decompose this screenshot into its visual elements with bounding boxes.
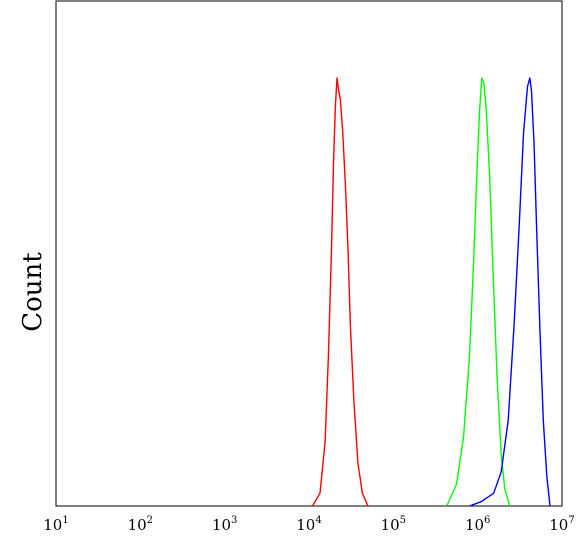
x-tick-label-6: 106 (465, 515, 490, 534)
series-layer (311, 77, 551, 507)
x-tick-exponent: 7 (568, 515, 574, 526)
x-tick-base: 10 (465, 516, 484, 534)
x-tick-exponent: 3 (231, 515, 237, 526)
series-line-1 (311, 77, 369, 507)
x-tick-exponent: 5 (400, 515, 406, 526)
x-tick-label-3: 103 (212, 515, 237, 534)
x-tick-label-5: 105 (381, 515, 406, 534)
x-tick-exponent: 6 (484, 515, 490, 526)
x-tick-base: 10 (296, 516, 315, 534)
x-tick-label-2: 102 (128, 515, 153, 534)
x-tick-base: 10 (549, 516, 568, 534)
x-tick-exponent: 2 (147, 515, 153, 526)
x-tick-exponent: 1 (62, 515, 68, 526)
x-tick-label-1: 101 (43, 515, 68, 534)
plot-area-frame (55, 0, 563, 507)
x-tick-exponent: 4 (315, 515, 321, 526)
x-tick-base: 10 (43, 516, 62, 534)
x-tick-label-7: 107 (549, 515, 574, 534)
x-tick-base: 10 (381, 516, 400, 534)
x-tick-label-4: 104 (296, 515, 321, 534)
series-line-2 (446, 77, 511, 507)
x-axis-ticks: 101 102 103 104 105 106 107 (43, 515, 574, 534)
x-tick-base: 10 (128, 516, 147, 534)
series-line-3 (469, 77, 551, 507)
y-axis-label: Count (18, 252, 48, 332)
x-tick-base: 10 (212, 516, 231, 534)
